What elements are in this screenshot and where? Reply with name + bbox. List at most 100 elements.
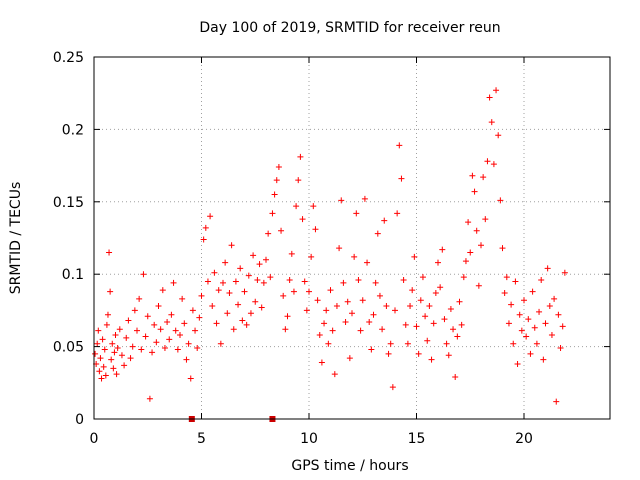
data-point-11 bbox=[103, 321, 110, 328]
data-point-160 bbox=[413, 323, 420, 330]
y-tick-label: 0.25 bbox=[53, 50, 84, 66]
data-point-30 bbox=[134, 327, 140, 334]
data-point-146 bbox=[383, 303, 390, 310]
data-point-41 bbox=[157, 326, 164, 333]
data-point-57 bbox=[192, 327, 199, 334]
data-point-200 bbox=[499, 245, 506, 252]
data-point-191 bbox=[480, 174, 487, 181]
data-point-196 bbox=[490, 161, 497, 168]
data-point-56 bbox=[189, 307, 196, 314]
data-point-122 bbox=[331, 371, 338, 378]
data-point-148 bbox=[387, 340, 394, 347]
data-point-121 bbox=[329, 327, 336, 334]
data-point-13 bbox=[106, 249, 113, 256]
data-point-22 bbox=[116, 326, 123, 333]
data-point-181 bbox=[458, 321, 465, 328]
data-point-154 bbox=[400, 276, 407, 283]
data-point-95 bbox=[273, 177, 280, 184]
data-point-227 bbox=[557, 345, 564, 352]
x-tick-label: 0 bbox=[90, 431, 99, 447]
data-point-54 bbox=[185, 340, 192, 347]
data-point-152 bbox=[396, 142, 403, 149]
data-point-153 bbox=[398, 175, 405, 182]
data-point-38 bbox=[151, 321, 158, 328]
data-point-171 bbox=[437, 284, 444, 291]
data-point-208 bbox=[516, 311, 523, 318]
data-point-135 bbox=[359, 297, 366, 304]
data-point-156 bbox=[404, 340, 411, 347]
data-point-34 bbox=[142, 333, 149, 340]
data-point-79 bbox=[239, 317, 246, 324]
data-point-129 bbox=[346, 355, 353, 362]
data-point-88 bbox=[258, 304, 265, 311]
x-axis-label: GPS time / hours bbox=[291, 458, 408, 474]
data-point-109 bbox=[303, 307, 310, 314]
data-point-113 bbox=[312, 226, 319, 233]
data-point-52 bbox=[181, 320, 188, 327]
data-point-164 bbox=[422, 313, 429, 320]
grid bbox=[94, 57, 610, 419]
chart-title: Day 100 of 2019, SRMTID for receiver reu… bbox=[199, 20, 500, 36]
data-point-40 bbox=[155, 303, 162, 310]
data-point-110 bbox=[306, 288, 312, 295]
data-point-12 bbox=[104, 311, 111, 318]
data-point-222 bbox=[546, 303, 553, 310]
data-point-74 bbox=[228, 242, 235, 249]
data-point-103 bbox=[290, 288, 297, 295]
data-point-199 bbox=[497, 197, 504, 204]
data-point-67 bbox=[213, 320, 220, 327]
data-point-210 bbox=[521, 297, 527, 304]
data-point-83 bbox=[247, 310, 254, 317]
data-point-117 bbox=[321, 320, 328, 327]
data-point-27 bbox=[127, 355, 134, 362]
data-point-92 bbox=[267, 274, 274, 281]
data-point-112 bbox=[310, 203, 317, 210]
data-point-91 bbox=[265, 230, 272, 237]
data-point-219 bbox=[540, 356, 547, 363]
data-point-187 bbox=[471, 188, 478, 195]
data-point-93 bbox=[269, 210, 276, 217]
data-point-138 bbox=[366, 318, 373, 325]
data-point-149 bbox=[389, 384, 396, 391]
data-point-108 bbox=[301, 278, 308, 285]
data-point-100 bbox=[284, 313, 291, 320]
data-point-173 bbox=[441, 316, 448, 323]
data-point-49 bbox=[174, 346, 181, 353]
data-point-229 bbox=[561, 269, 568, 276]
data-point-133 bbox=[355, 276, 362, 283]
data-point-220 bbox=[542, 320, 549, 327]
y-tick-label: 0.15 bbox=[53, 195, 84, 211]
data-point-118 bbox=[323, 307, 330, 314]
data-point-106 bbox=[297, 153, 304, 160]
data-point-212 bbox=[525, 316, 532, 323]
data-point-186 bbox=[469, 172, 476, 179]
data-point-39 bbox=[153, 339, 160, 346]
data-point-114 bbox=[314, 297, 321, 304]
data-point-94 bbox=[271, 191, 278, 198]
data-point-96 bbox=[275, 164, 282, 171]
data-point-224 bbox=[551, 295, 558, 302]
data-point-43 bbox=[161, 345, 168, 352]
data-point-159 bbox=[411, 253, 418, 260]
data-point-163 bbox=[419, 274, 426, 281]
data-point-207 bbox=[514, 360, 521, 367]
data-point-197 bbox=[493, 87, 500, 94]
data-point-87 bbox=[256, 261, 263, 268]
data-point-104 bbox=[293, 203, 300, 210]
data-point-4 bbox=[96, 368, 103, 375]
data-point-25 bbox=[123, 334, 130, 341]
data-point-168 bbox=[430, 320, 437, 327]
data-point-116 bbox=[318, 359, 325, 366]
data-point-99 bbox=[282, 326, 289, 333]
data-point-134 bbox=[357, 327, 364, 334]
data-point-18 bbox=[111, 349, 118, 356]
data-point-193 bbox=[484, 158, 491, 165]
data-point-215 bbox=[531, 324, 538, 331]
data-point-147 bbox=[385, 350, 392, 357]
data-point-8 bbox=[100, 363, 107, 370]
data-point-188 bbox=[473, 227, 480, 234]
data-point-174 bbox=[443, 340, 450, 347]
data-point-183 bbox=[462, 258, 469, 265]
data-point-32 bbox=[138, 346, 145, 353]
